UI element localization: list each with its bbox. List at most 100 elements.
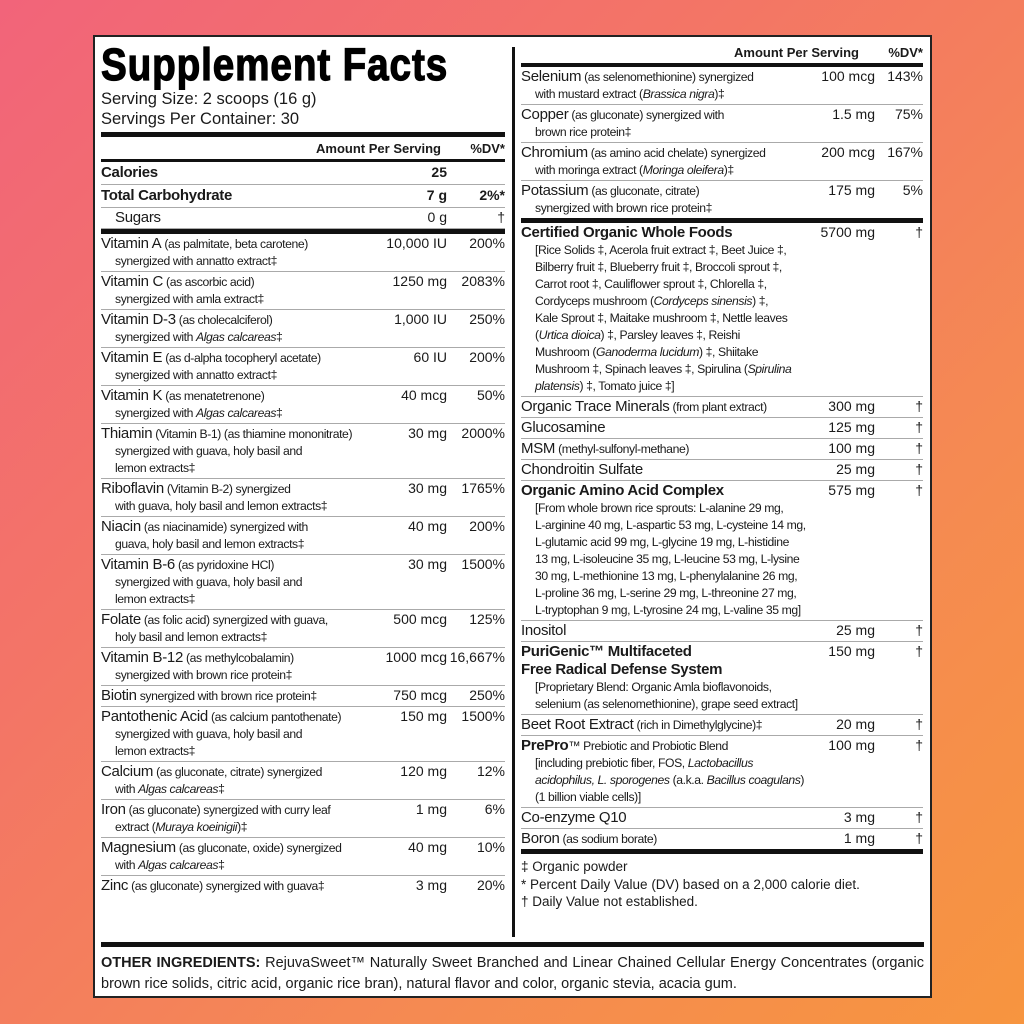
text-segment: (as selenomethionine) synergized	[581, 70, 754, 84]
description-line: (as selenomethionine) synergized	[581, 70, 754, 84]
nutrient-description: Potassium (as gluconate, citrate) synergi…	[521, 182, 797, 217]
text-segment: extract (	[115, 820, 156, 834]
description-line: synergized with guava, holy basil and	[101, 443, 381, 460]
amount-header: Amount Per Serving	[316, 140, 441, 156]
description-line: 13 mg, L-isoleucine 35 mg, L-leucine 53 …	[521, 551, 800, 568]
amount-per-serving: 0 g	[427, 209, 447, 225]
description-line: [Proprietary Blend: Organic Amla bioflav…	[521, 679, 797, 696]
nutrient-row: Thiamin (Vitamin B-1) (as thiamine monon…	[101, 424, 505, 479]
nutrient-row: Vitamin B-12 (as methylcobalamin) synergi…	[101, 648, 505, 686]
text-segment: synergized with brown rice protein‡	[136, 689, 317, 703]
column-header: Amount Per Serving %DV*	[521, 41, 923, 63]
description-line: (as cholecalciferol)	[176, 313, 273, 327]
nutrient-row: Biotin synergized with brown rice protei…	[101, 686, 505, 707]
description-line: acidophilus, L. sporogenes (a.k.a. Bacil…	[521, 772, 804, 789]
text-segment: (a.k.a.	[669, 773, 707, 787]
description-line: (Vitamin B-1) (as thiamine mononitrate)	[152, 427, 352, 441]
text-segment: )‡	[237, 820, 248, 834]
nutrient-row: Organic Trace Minerals (from plant extra…	[521, 397, 923, 418]
text-segment: Bilberry fruit ‡, Blueberry fruit ‡, Bro…	[535, 260, 782, 274]
divider-bar	[101, 229, 505, 234]
nutrient-description: Vitamin A (as palmitate, beta carotene) s…	[101, 235, 381, 270]
nutrient-row: Chromium (as amino acid chelate) synergi…	[521, 143, 923, 181]
nutrient-row: Calcium (as gluconate, citrate) synergiz…	[101, 762, 505, 800]
daily-value: †	[915, 224, 923, 240]
description-line: with guava, holy basil and lemon extract…	[101, 498, 381, 515]
text-segment: Kale Sprout ‡, Maitake mushroom ‡, Nettl…	[535, 311, 788, 325]
text-segment: synergized with guava, holy basil and	[115, 444, 303, 458]
nutrient-name: Folate	[101, 611, 141, 628]
amount-per-serving: 25 mg	[836, 622, 875, 638]
nutrient-description: Co-enzyme Q10	[521, 809, 797, 827]
text-segment: synergized with guava, holy basil and	[115, 575, 303, 589]
nutrient-description: Iron (as gluconate) synergized with curr…	[101, 801, 381, 836]
daily-value: 125%	[469, 611, 505, 627]
amount-per-serving: 40 mcg	[401, 387, 447, 403]
description-line: (as menatetrenone)	[162, 389, 265, 403]
daily-value: 250%	[469, 687, 505, 703]
nutrient-row: Calories 25	[101, 162, 505, 185]
italic-text-segment: acidophilus, L. sporogenes	[535, 773, 670, 787]
text-segment: 30 mg, L-methionine 13 mg, L-phenylalani…	[535, 569, 798, 583]
text-segment: (1 billion viable cells)]	[535, 790, 641, 804]
text-segment: synergized with amla extract‡	[115, 292, 264, 306]
column-header: Amount Per Serving %DV*	[101, 137, 505, 159]
text-segment: lemon extracts‡	[115, 461, 196, 475]
daily-value: †	[915, 419, 923, 435]
text-segment: lemon extracts‡	[115, 744, 196, 758]
nutrient-row: Folate (as folic acid) synergized with g…	[101, 610, 505, 648]
text-segment: (as palmitate, beta carotene)	[161, 237, 308, 251]
description-line: L-arginine 40 mg, L-aspartic 53 mg, L-cy…	[521, 517, 806, 534]
nutrient-description: MSM (methyl-sulfonyl-methane)	[521, 440, 797, 458]
dv-header: %DV*	[470, 140, 505, 156]
nutrient-name-continued: Free Radical Defense System	[521, 661, 723, 678]
text-segment: (methyl-sulfonyl-methane)	[555, 442, 689, 456]
daily-value: 6%	[484, 801, 505, 817]
nutrient-row: Vitamin B-6 (as pyridoxine HCl) synergize…	[101, 555, 505, 610]
daily-value: 1500%	[461, 708, 505, 724]
divider-bar	[521, 218, 923, 223]
italic-text-segment: Spirulina	[747, 362, 792, 376]
nutrient-name: Vitamin B-6	[101, 556, 175, 573]
footnotes: ‡ Organic powder * Percent Daily Value (…	[521, 858, 923, 911]
italic-text-segment: Urtica dioica	[538, 328, 601, 342]
text-segment: (from plant extract)	[669, 400, 767, 414]
nutrient-description: Niacin (as niacinamide) synergized with g…	[101, 518, 381, 553]
text-segment: with guava, holy basil and lemon extract…	[115, 499, 328, 513]
text-segment: (as cholecalciferol)	[175, 313, 273, 327]
text-segment: (as sodium borate)	[559, 832, 658, 846]
nutrient-description: Folate (as folic acid) synergized with g…	[101, 611, 381, 646]
nutrient-description: Calcium (as gluconate, citrate) synergiz…	[101, 763, 381, 798]
nutrient-description: Certified Organic Whole Foods [Rice Solid…	[521, 224, 797, 395]
nutrient-row: Vitamin E (as d-alpha tocopheryl acetate…	[101, 348, 505, 386]
text-segment: [Rice Solids ‡, Acerola fruit extract ‡,…	[535, 243, 787, 257]
text-segment: synergized with brown rice protein‡	[535, 201, 713, 215]
text-segment: Mushroom ‡, Spinach leaves ‡, Spirulina …	[535, 362, 748, 376]
text-segment: L-arginine 40 mg, L-aspartic 53 mg, L-cy…	[535, 518, 806, 532]
nutrient-description: Thiamin (Vitamin B-1) (as thiamine monon…	[101, 425, 381, 477]
italic-text-segment: Bacillus coagulans	[706, 773, 801, 787]
description-line: (as gluconate) synergized with	[568, 108, 724, 122]
italic-text-segment: Algas calcareas	[138, 858, 219, 872]
nutrient-description: Copper (as gluconate) synergized with bro…	[521, 106, 797, 141]
nutrient-name: Vitamin D-3	[101, 311, 176, 328]
nutrient-row: Certified Organic Whole Foods [Rice Solid…	[521, 223, 923, 397]
daily-value: 75%	[894, 106, 923, 122]
daily-value: 200%	[469, 235, 505, 251]
text-segment: ‡	[218, 782, 225, 796]
daily-value: 12%	[476, 763, 505, 779]
daily-value: 10%	[476, 839, 505, 855]
nutrient-name: Vitamin E	[101, 349, 163, 366]
italic-text-segment: Brassica nigra	[642, 87, 715, 101]
description-line: (as folic acid) synergized with guava,	[141, 613, 328, 627]
description-line: synergized with annatto extract‡	[101, 367, 381, 384]
amount-per-serving: 175 mg	[828, 182, 875, 198]
nutrient-name: Calories	[101, 164, 158, 181]
description-line: (as calcium pantothenate)	[208, 710, 342, 724]
description-line: synergized with Algas calcareas‡	[101, 329, 381, 346]
description-line: lemon extracts‡	[101, 591, 381, 608]
nutrient-row: Selenium (as selenomethionine) synergize…	[521, 67, 923, 105]
nutrient-description: Chromium (as amino acid chelate) synergi…	[521, 144, 797, 179]
nutrient-row: Beet Root Extract (rich in Dimethylglyci…	[521, 715, 923, 736]
daily-value: 200%	[469, 349, 505, 365]
